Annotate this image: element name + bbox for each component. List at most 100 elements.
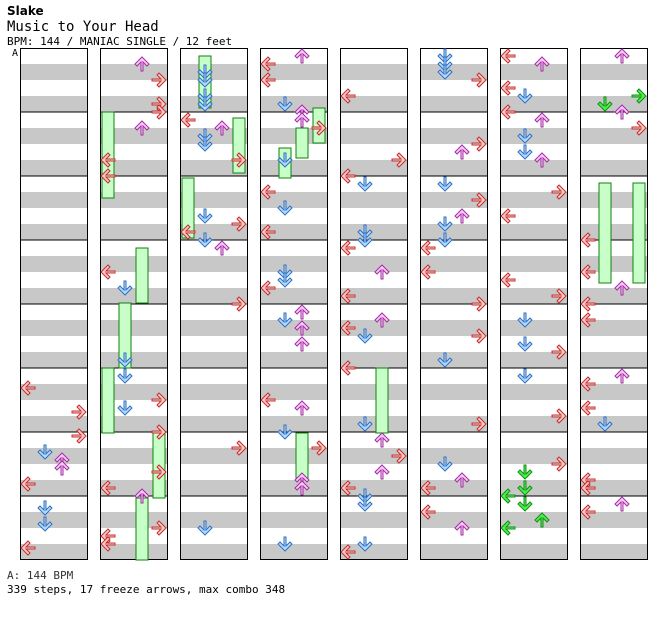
chart-stripe bbox=[580, 224, 648, 240]
chart-stripe bbox=[420, 544, 488, 560]
step-arrow-icon bbox=[614, 48, 630, 64]
step-arrow-icon bbox=[277, 152, 293, 168]
step-arrow-icon bbox=[277, 200, 293, 216]
step-arrow-icon bbox=[614, 280, 630, 296]
chart-stripe bbox=[180, 64, 248, 80]
freeze-arrow bbox=[118, 302, 132, 369]
step-arrow-icon bbox=[614, 496, 630, 512]
step-arrow-icon bbox=[100, 152, 116, 168]
bpm-summary: A: 144 BPM bbox=[7, 569, 74, 582]
step-stats: 339 steps, 17 freeze arrows, max combo 3… bbox=[7, 583, 286, 596]
chart-stripe bbox=[100, 96, 168, 112]
chart-stripe bbox=[180, 352, 248, 368]
step-arrow-icon bbox=[197, 136, 213, 152]
step-arrow-icon bbox=[134, 56, 150, 72]
chart-stripe bbox=[180, 288, 248, 304]
chart-stripe bbox=[20, 384, 88, 400]
step-arrow-icon bbox=[197, 72, 213, 88]
chart-stripe bbox=[340, 160, 408, 176]
step-arrow-icon bbox=[517, 128, 533, 144]
step-arrow-icon bbox=[340, 88, 356, 104]
chart-stripe bbox=[100, 256, 168, 272]
step-arrow-icon bbox=[357, 232, 373, 248]
step-arrow-icon bbox=[100, 480, 116, 496]
step-arrow-icon bbox=[500, 80, 516, 96]
chart-stripe bbox=[420, 416, 488, 432]
chart-stripe bbox=[180, 544, 248, 560]
step-arrow-icon bbox=[197, 88, 213, 104]
step-arrow-icon bbox=[294, 320, 310, 336]
chart-stripe bbox=[420, 256, 488, 272]
step-arrow-icon bbox=[197, 232, 213, 248]
step-arrow-icon bbox=[214, 240, 230, 256]
chart-stripe bbox=[420, 320, 488, 336]
step-arrow-icon bbox=[294, 480, 310, 496]
step-arrow-icon bbox=[197, 64, 213, 80]
step-arrow-icon bbox=[117, 280, 133, 296]
chart-stripe bbox=[420, 288, 488, 304]
chart-stripe bbox=[500, 160, 568, 176]
step-arrow-icon bbox=[534, 56, 550, 72]
freeze-arrow bbox=[598, 182, 612, 284]
chart-stripe bbox=[340, 256, 408, 272]
step-arrow-icon bbox=[340, 544, 356, 560]
step-arrow-icon bbox=[437, 456, 453, 472]
chart-stripe bbox=[580, 416, 648, 432]
chart-stripe bbox=[180, 448, 248, 464]
step-arrow-icon bbox=[500, 208, 516, 224]
chart-stripe bbox=[260, 160, 328, 176]
chart-stripe bbox=[420, 480, 488, 496]
chart-stripe bbox=[260, 320, 328, 336]
step-arrow-icon bbox=[180, 224, 196, 240]
step-arrow-icon bbox=[311, 440, 327, 456]
chart-stripe bbox=[500, 256, 568, 272]
chart-stripe bbox=[580, 256, 648, 272]
chart-stripe bbox=[580, 512, 648, 528]
step-arrow-icon bbox=[340, 168, 356, 184]
chart-stripe bbox=[100, 160, 168, 176]
step-arrow-icon bbox=[20, 380, 36, 396]
chart-stripe bbox=[420, 64, 488, 80]
step-arrow-icon bbox=[374, 432, 390, 448]
step-arrow-icon bbox=[260, 280, 276, 296]
chart-stripe bbox=[260, 96, 328, 112]
step-arrow-icon bbox=[277, 312, 293, 328]
step-arrow-icon bbox=[260, 392, 276, 408]
step-arrow-icon bbox=[20, 540, 36, 556]
step-arrow-icon bbox=[374, 312, 390, 328]
step-arrow-icon bbox=[151, 464, 167, 480]
step-arrow-icon bbox=[471, 136, 487, 152]
step-arrow-icon bbox=[231, 216, 247, 232]
freeze-arrow bbox=[135, 247, 149, 304]
freeze-arrow bbox=[295, 432, 309, 479]
step-arrow-icon bbox=[231, 296, 247, 312]
step-arrow-icon bbox=[471, 72, 487, 88]
chart-stripe bbox=[340, 288, 408, 304]
chart-stripe bbox=[260, 192, 328, 208]
step-arrow-icon bbox=[471, 328, 487, 344]
step-arrow-icon bbox=[357, 176, 373, 192]
step-arrow-icon bbox=[340, 360, 356, 376]
chart-stripe bbox=[340, 320, 408, 336]
chart-stripe bbox=[20, 544, 88, 560]
step-arrow-icon bbox=[454, 472, 470, 488]
step-arrow-icon bbox=[117, 400, 133, 416]
step-arrow-icon bbox=[580, 480, 596, 496]
step-arrow-icon bbox=[517, 496, 533, 512]
chart-stripe bbox=[180, 416, 248, 432]
step-arrow-icon bbox=[551, 184, 567, 200]
chart-stripe bbox=[180, 320, 248, 336]
step-arrow-icon bbox=[277, 424, 293, 440]
chart-stripe bbox=[500, 192, 568, 208]
chart-stripe bbox=[420, 352, 488, 368]
step-arrow-icon bbox=[580, 504, 596, 520]
step-arrow-icon bbox=[597, 96, 613, 112]
chart-stripe bbox=[100, 448, 168, 464]
step-arrow-icon bbox=[420, 480, 436, 496]
step-arrow-icon bbox=[294, 336, 310, 352]
step-arrow-icon bbox=[277, 264, 293, 280]
chart-stripe bbox=[580, 480, 648, 496]
chart-stripe bbox=[180, 128, 248, 144]
chart-stripe bbox=[260, 448, 328, 464]
